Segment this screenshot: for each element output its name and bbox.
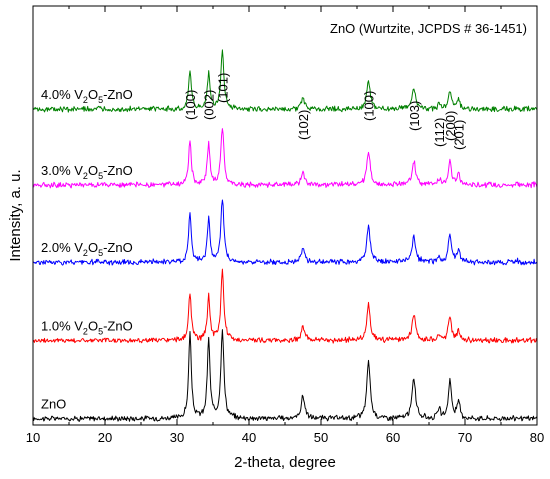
series-label-1: 1.0% V2O5-ZnO [41, 318, 133, 336]
peak-label: (200) [443, 111, 458, 141]
label-layer: ZnO 1.0% V2O5-ZnO 2.0% V2O5-ZnO 3.0% V2O5-Z… [41, 73, 467, 412]
x-axis-title: 2-theta, degree [234, 454, 336, 471]
chart-annotation: ZnO (Wurtzite, JCPDS # 36-1451) [330, 21, 527, 36]
x-tick-label: 80 [530, 430, 544, 445]
y-axis-title: Intensity, a. u. [7, 169, 24, 261]
peak-label: (103) [407, 101, 422, 131]
x-tick-label: 40 [242, 430, 256, 445]
peak-label: (101) [215, 73, 230, 103]
axes-layer: 10 20 30 40 50 60 70 80 [26, 5, 544, 445]
peak-label: (100) [362, 91, 377, 121]
x-tick-label: 10 [26, 430, 40, 445]
series-label-0: ZnO [41, 397, 66, 412]
x-tick-label: 60 [386, 430, 400, 445]
peak-label: (100) [183, 90, 198, 120]
series-label-2: 2.0% V2O5-ZnO [41, 240, 133, 258]
x-tick-label: 70 [458, 430, 472, 445]
series-line-3 [32, 128, 538, 189]
x-tick-label: 30 [170, 430, 184, 445]
peak-label: (002) [202, 90, 217, 120]
series-label-3: 3.0% V2O5-ZnO [41, 163, 133, 181]
plot-frame [32, 5, 538, 426]
series-line-1 [32, 268, 538, 344]
x-tick-label: 20 [98, 430, 112, 445]
series-label-4: 4.0% V2O5-ZnO [41, 87, 133, 105]
series-line-4 [32, 49, 538, 113]
series-layer [32, 49, 538, 422]
peak-label: (102) [296, 110, 311, 140]
peak-label: (112) [432, 118, 447, 147]
x-tick-label: 50 [314, 430, 328, 445]
peak-label: (201) [452, 120, 467, 150]
series-line-0 [32, 329, 538, 422]
series-line-2 [32, 199, 538, 266]
